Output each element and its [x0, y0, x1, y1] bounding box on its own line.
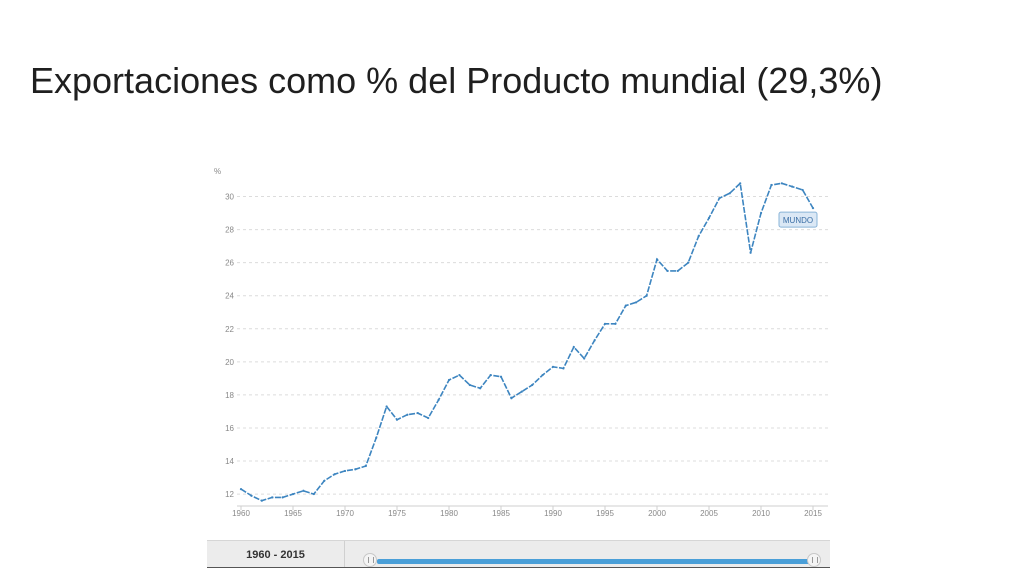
range-start-handle[interactable] [363, 553, 377, 567]
data-point [343, 469, 347, 473]
x-tick-label: 1970 [336, 509, 354, 518]
data-point [323, 479, 326, 482]
data-point [562, 367, 565, 370]
y-tick-label: 18 [225, 391, 234, 400]
data-point [780, 182, 783, 185]
data-point [645, 294, 648, 297]
y-tick-label: 14 [225, 457, 234, 466]
data-point [312, 492, 315, 496]
data-point [385, 405, 388, 408]
series-label-box [778, 211, 818, 228]
data-point [531, 383, 534, 387]
x-tick-label: 1990 [544, 509, 562, 518]
data-point [468, 383, 471, 387]
data-point [624, 304, 627, 307]
x-tick-label: 1975 [388, 509, 406, 518]
data-point [260, 499, 263, 502]
data-point [510, 397, 513, 400]
data-point [520, 390, 523, 393]
x-tick-label: 1985 [492, 509, 510, 518]
data-point [791, 185, 794, 188]
range-selector: 1960 - 2015 [207, 540, 830, 568]
range-label: 1960 - 2015 [207, 541, 345, 567]
data-point [437, 398, 440, 401]
data-point [281, 496, 284, 499]
y-tick-label: 24 [225, 292, 234, 301]
data-point [250, 494, 253, 497]
data-point [541, 373, 544, 377]
x-tick-label: 2015 [804, 509, 822, 518]
data-point [718, 197, 721, 200]
data-point [479, 387, 482, 390]
data-point [395, 418, 399, 421]
data-point [271, 496, 274, 499]
data-point [551, 365, 555, 368]
data-point [291, 492, 295, 496]
y-tick-label: 16 [225, 424, 234, 433]
y-tick-label: 22 [225, 325, 234, 334]
data-point [583, 357, 586, 360]
series-label: MUNDO [783, 216, 813, 225]
data-point [749, 251, 752, 254]
series-line [240, 181, 814, 502]
y-tick-label: 12 [225, 490, 234, 499]
data-point [770, 183, 773, 187]
y-tick-label: 26 [225, 259, 234, 268]
x-tick-label: 1980 [440, 509, 458, 518]
data-point [739, 182, 742, 185]
x-tick-label: 2000 [648, 509, 666, 518]
data-point [406, 413, 409, 416]
data-point [759, 211, 763, 215]
range-end-handle[interactable] [807, 553, 821, 567]
x-tick-label: 1965 [284, 509, 302, 518]
data-point [666, 269, 669, 273]
data-point [354, 468, 357, 471]
data-point [499, 375, 503, 378]
y-tick-label: 30 [225, 193, 234, 202]
data-point [416, 411, 419, 415]
slide-title: Exportaciones como % del Producto mundia… [30, 60, 883, 101]
x-tick-label: 1960 [232, 509, 250, 518]
data-point [614, 322, 617, 325]
data-point [676, 269, 679, 273]
range-track[interactable] [377, 559, 817, 564]
y-tick-label: 28 [225, 226, 234, 235]
data-point [489, 373, 492, 377]
data-point [458, 373, 461, 377]
data-point [375, 436, 378, 439]
x-tick-label: 2005 [700, 509, 718, 518]
data-point [603, 322, 607, 325]
data-point [572, 345, 575, 349]
data-point [655, 258, 659, 261]
data-point [239, 488, 243, 491]
data-point [427, 416, 430, 420]
data-point [635, 301, 638, 304]
data-point [707, 216, 711, 220]
data-point [364, 464, 367, 468]
data-point [687, 261, 690, 264]
data-point [447, 378, 451, 382]
data-point [302, 489, 305, 492]
data-point [728, 192, 731, 195]
data-point [593, 339, 596, 342]
x-tick-label: 2010 [752, 509, 770, 518]
data-point [801, 188, 804, 192]
x-tick-label: 1995 [596, 509, 614, 518]
y-axis-label: % [214, 167, 221, 176]
data-point [697, 235, 700, 238]
data-point [811, 207, 815, 210]
y-tick-label: 20 [225, 358, 234, 367]
data-point [333, 473, 336, 476]
